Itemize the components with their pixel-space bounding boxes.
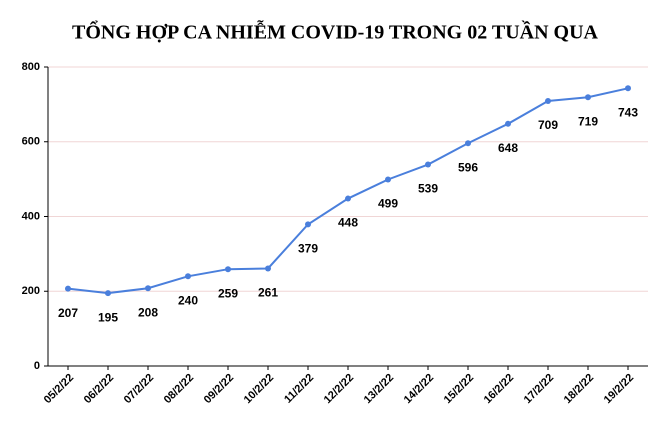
x-tick-label: 13/2/22 [362, 372, 396, 406]
x-tick-label: 19/2/22 [602, 372, 636, 406]
data-label: 240 [178, 293, 198, 307]
x-tick-label: 11/2/22 [282, 372, 316, 406]
point [385, 176, 391, 183]
point [145, 285, 151, 292]
x-tick-label: 06/2/22 [82, 372, 116, 406]
point [265, 265, 271, 272]
point [585, 94, 591, 101]
data-label: 499 [378, 197, 398, 211]
x-tick-label: 09/2/22 [202, 372, 236, 406]
data-label: 261 [258, 286, 278, 300]
point [425, 161, 431, 168]
data-label: 719 [578, 114, 598, 128]
y-tick-label: 400 [22, 210, 40, 222]
point [505, 120, 511, 127]
point [105, 290, 111, 297]
data-label: 596 [458, 160, 478, 174]
point [185, 273, 191, 280]
data-label: 743 [618, 105, 638, 119]
data-label: 648 [498, 141, 518, 155]
chart-title: TỔNG HỢP CA NHIỄM COVID-19 TRONG 02 TUẦN… [72, 19, 599, 44]
data-label: 207 [58, 306, 78, 320]
data-label: 709 [538, 118, 558, 132]
y-tick-label: 200 [22, 285, 40, 297]
x-tick-label: 08/2/22 [162, 372, 196, 406]
x-tick-label: 17/2/22 [522, 372, 556, 406]
y-tick-label: 0 [34, 360, 40, 372]
point [625, 85, 631, 92]
data-label: 195 [98, 310, 118, 324]
x-tick-label: 18/2/22 [562, 372, 596, 406]
point [305, 221, 311, 228]
x-tick-label: 07/2/22 [122, 372, 156, 406]
point [65, 285, 71, 292]
point [345, 195, 351, 202]
y-tick-label: 800 [22, 61, 40, 73]
x-tick-label: 16/2/22 [482, 372, 516, 406]
point [545, 98, 551, 105]
data-label: 539 [418, 182, 438, 196]
data-label: 259 [218, 286, 238, 300]
point [465, 140, 471, 147]
y-tick-label: 600 [22, 136, 40, 148]
x-tick-label: 05/2/22 [42, 372, 76, 406]
x-tick-label: 14/2/22 [402, 372, 436, 406]
data-label: 448 [338, 216, 358, 230]
data-label: 208 [138, 305, 158, 319]
x-tick-label: 12/2/22 [322, 372, 356, 406]
point [225, 266, 231, 273]
data-label: 379 [298, 242, 318, 256]
x-tick-label: 10/2/22 [242, 372, 276, 406]
x-tick-label: 15/2/22 [442, 372, 476, 406]
